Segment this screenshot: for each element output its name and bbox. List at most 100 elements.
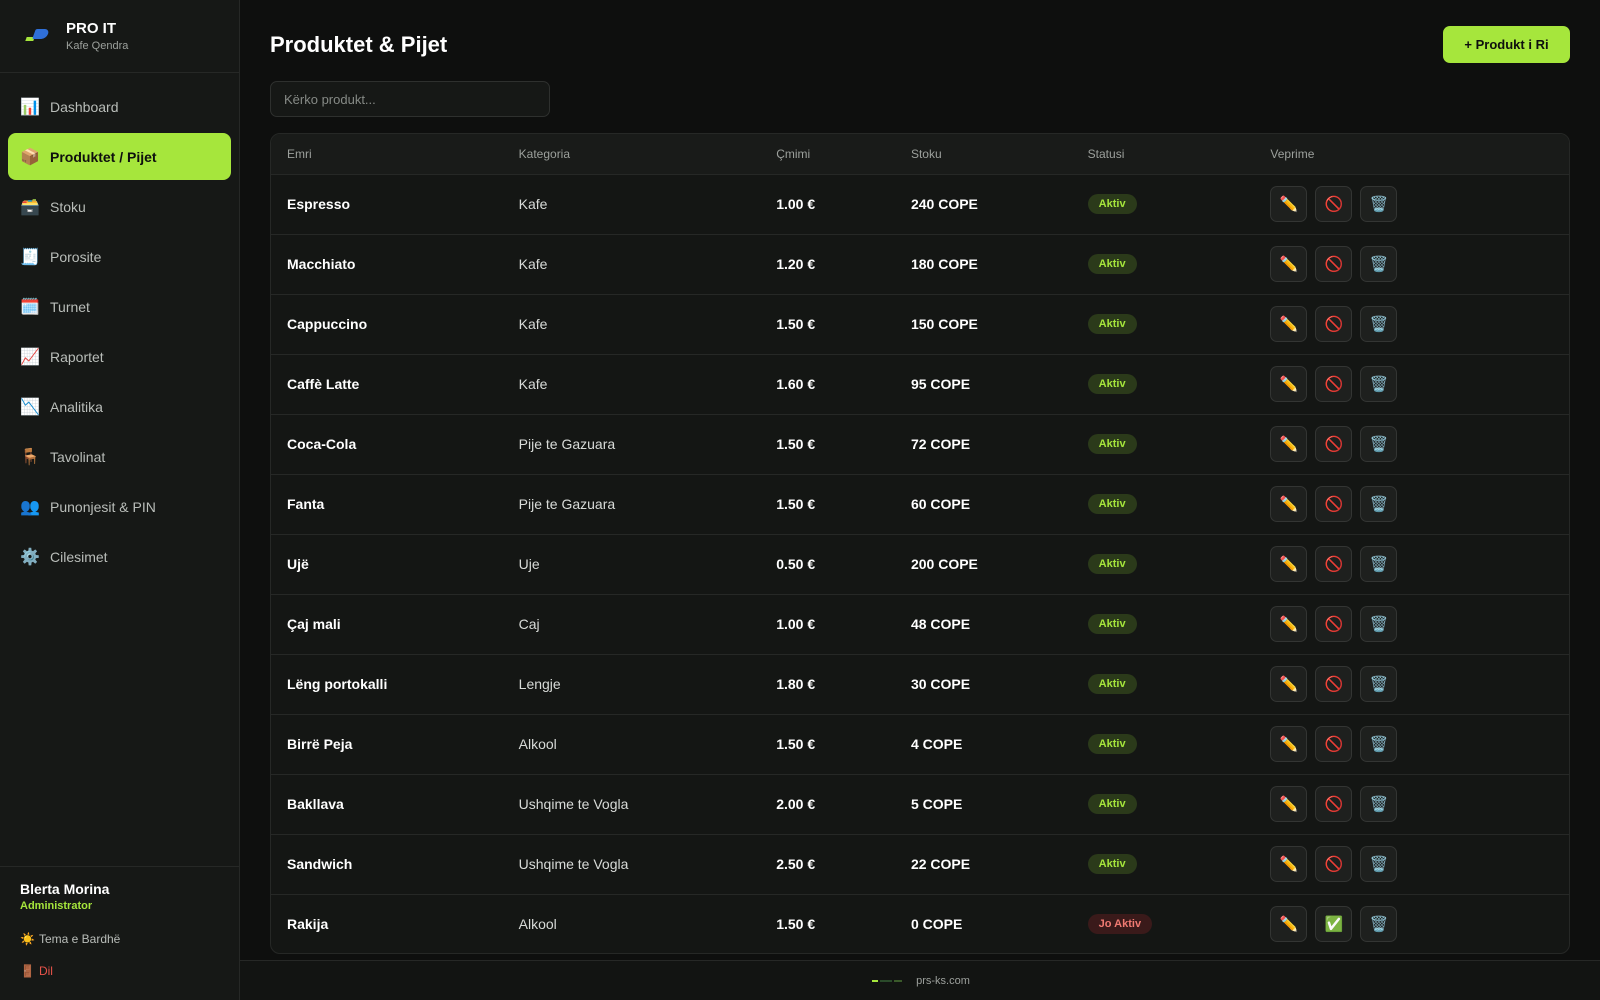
edit-button[interactable]: ✏️ — [1270, 906, 1308, 943]
delete-button[interactable]: 🗑️ — [1360, 486, 1398, 522]
delete-button[interactable]: 🗑️ — [1360, 546, 1398, 582]
sidebar-item-tavolinat[interactable]: 🪑 Tavolinat — [8, 433, 231, 480]
deactivate-button[interactable]: 🚫 — [1315, 786, 1353, 822]
status-badge: Aktiv — [1087, 254, 1137, 274]
product-price: 0.50 € — [776, 556, 816, 572]
edit-button[interactable]: ✏️ — [1270, 306, 1308, 342]
activate-button[interactable]: ✅ — [1315, 906, 1353, 943]
dashboard-icon: 📊 — [20, 98, 40, 116]
product-name: Coca-Cola — [287, 436, 357, 452]
edit-button[interactable]: ✏️ — [1270, 786, 1308, 822]
column-header: Stoku — [894, 134, 1072, 175]
product-price: 1.00 € — [776, 196, 816, 212]
product-stock: 60 COPE — [910, 496, 971, 512]
edit-button[interactable]: ✏️ — [1270, 486, 1308, 522]
tavolinat-icon: 🪑 — [20, 448, 40, 466]
product-name: Ujë — [287, 556, 309, 572]
delete-button[interactable]: 🗑️ — [1360, 246, 1398, 282]
sidebar-footer: Blerta Morina Administrator ☀️ Tema e Ba… — [0, 866, 239, 1000]
table-body: Espresso Kafe 1.00 €240 COPE Aktiv ✏️ 🚫 🗑️ Macc… — [271, 174, 1569, 953]
deactivate-button[interactable]: 🚫 — [1315, 246, 1353, 282]
delete-button[interactable]: 🗑️ — [1360, 366, 1398, 402]
user-role: Administrator — [20, 900, 93, 912]
sidebar-item-dashboard[interactable]: 📊 Dashboard — [8, 83, 231, 130]
sidebar-item-label: Raportet — [50, 348, 104, 365]
product-price: 2.50 € — [776, 856, 816, 872]
deactivate-button[interactable]: 🚫 — [1315, 366, 1353, 402]
deactivate-button[interactable]: 🚫 — [1315, 606, 1353, 642]
product-stock: 22 COPE — [910, 856, 971, 872]
sidebar-item-analitika[interactable]: 📉 Analitika — [8, 383, 231, 430]
product-status-cell: Aktiv — [1072, 594, 1255, 654]
brand-logo-icon — [22, 25, 52, 47]
product-stock: 48 COPE — [910, 616, 971, 632]
edit-button[interactable]: ✏️ — [1270, 666, 1308, 702]
deactivate-button[interactable]: 🚫 — [1315, 306, 1353, 342]
theme-toggle-label: Tema e Bardhë — [38, 932, 121, 946]
delete-button[interactable]: 🗑️ — [1360, 726, 1398, 762]
deactivate-button[interactable]: 🚫 — [1315, 426, 1353, 462]
row-actions: ✏️ 🚫 🗑️ — [1254, 534, 1569, 594]
add-product-button[interactable]: + Produkt i Ri — [1443, 26, 1570, 63]
sidebar-item-cilesimet[interactable]: ⚙️ Cilesimet — [8, 533, 231, 580]
delete-button[interactable]: 🗑️ — [1360, 186, 1398, 222]
product-status-cell: Aktiv — [1072, 354, 1255, 414]
table-row: Coca-Cola Pije te Gazuara 1.50 € 72 COPE Akt… — [271, 414, 1569, 474]
table-row: Bakllava Ushqime te Vogla 2.00 € 5 COPE Akti… — [271, 774, 1569, 834]
logout-button[interactable]: 🚪 Dil — [20, 964, 219, 978]
punonjesit-icon: 👥 — [20, 498, 40, 516]
column-header: Veprime — [1254, 134, 1569, 175]
row-actions: ✏️ 🚫 🗑️ — [1254, 654, 1569, 714]
product-name: Bakllava — [287, 796, 344, 812]
sidebar-item-produktet[interactable]: 📦 Produktet / Pijet — [8, 133, 231, 180]
row-actions: ✏️ 🚫 🗑️ — [1254, 474, 1569, 534]
product-price: 1.80 € — [776, 676, 816, 692]
deactivate-button[interactable]: 🚫 — [1315, 546, 1353, 582]
edit-button[interactable]: ✏️ — [1270, 546, 1308, 582]
edit-button[interactable]: ✏️ — [1270, 846, 1308, 882]
edit-button[interactable]: ✏️ — [1270, 426, 1308, 462]
product-stock: 72 COPE — [910, 436, 971, 452]
logout-label: Dil — [38, 964, 53, 978]
deactivate-button[interactable]: 🚫 — [1315, 726, 1353, 762]
edit-button[interactable]: ✏️ — [1270, 186, 1308, 222]
delete-button[interactable]: 🗑️ — [1360, 426, 1398, 462]
deactivate-button[interactable]: 🚫 — [1315, 666, 1353, 702]
sidebar-item-turnet[interactable]: 🗓️ Turnet — [8, 283, 231, 330]
edit-button[interactable]: ✏️ — [1270, 246, 1308, 282]
deactivate-button[interactable]: 🚫 — [1315, 486, 1353, 522]
sidebar-item-raportet[interactable]: 📈 Raportet — [8, 333, 231, 380]
product-category: Pije te Gazuara — [518, 436, 616, 452]
sidebar-item-label: Tavolinat — [50, 448, 106, 465]
deactivate-button[interactable]: 🚫 — [1315, 186, 1353, 222]
footer-link[interactable]: prs-ks.com — [916, 974, 970, 987]
edit-button[interactable]: ✏️ — [1270, 726, 1308, 762]
sidebar-item-stoku[interactable]: 🗃️ Stoku — [8, 183, 231, 230]
sidebar-item-punonjesit[interactable]: 👥 Punonjesit & PIN — [8, 483, 231, 530]
product-status-cell: Aktiv — [1072, 174, 1255, 234]
product-stock: 200 COPE — [910, 556, 978, 572]
search-input[interactable] — [270, 81, 550, 117]
delete-button[interactable]: 🗑️ — [1360, 786, 1398, 822]
delete-button[interactable]: 🗑️ — [1360, 666, 1398, 702]
delete-button[interactable]: 🗑️ — [1360, 306, 1398, 342]
table-row: Cappuccino Kafe 1.50 € 150 COPE Aktiv ✏️ 🚫 🗑️ — [271, 294, 1569, 354]
delete-button[interactable]: 🗑️ — [1360, 846, 1398, 882]
products-table: Emri Kategoria Çmimi Stoku Statusi Veprime Es… — [270, 133, 1570, 954]
product-stock: 150 COPE — [910, 316, 978, 332]
product-name: Cappuccino — [287, 316, 368, 332]
user-name: Blerta Morina — [20, 881, 110, 897]
table-row: Fanta Pije te Gazuara 1.50 € 60 COPE Aktiv ✏️… — [271, 474, 1569, 534]
edit-button[interactable]: ✏️ — [1270, 606, 1308, 642]
delete-button[interactable]: 🗑️ — [1360, 606, 1398, 642]
product-status-cell: Aktiv — [1072, 234, 1255, 294]
sidebar-item-porosite[interactable]: 🧾 Porosite — [8, 233, 231, 280]
delete-button[interactable]: 🗑️ — [1360, 906, 1398, 943]
deactivate-button[interactable]: 🚫 — [1315, 846, 1353, 882]
edit-button[interactable]: ✏️ — [1270, 366, 1308, 402]
product-name: Macchiato — [287, 256, 356, 272]
product-name: Espresso — [287, 196, 351, 212]
theme-toggle-button[interactable]: ☀️ Tema e Bardhë — [20, 932, 219, 946]
door-icon: 🚪 — [20, 964, 35, 978]
product-category: Uje — [518, 556, 540, 572]
